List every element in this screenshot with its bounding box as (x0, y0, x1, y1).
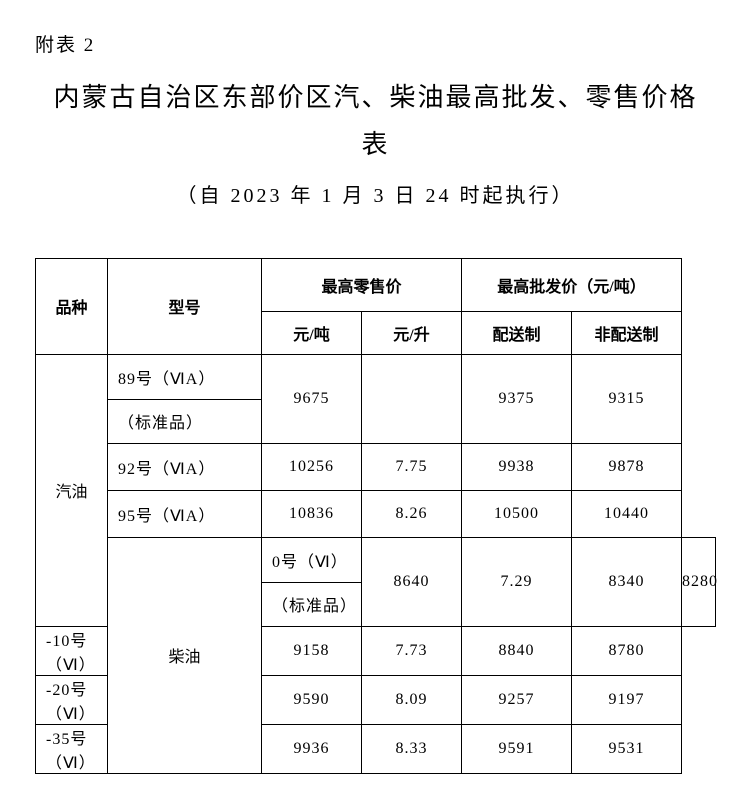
retail-liter: 8.09 (362, 675, 462, 724)
subtitle: （自 2023 年 1 月 3 日 24 时起执行） (35, 179, 716, 208)
retail-ton: 10836 (262, 490, 362, 537)
retail-liter: 8.33 (362, 724, 462, 773)
table-row: 汽油 89号（ⅥA） （标准品） 9675 9375 9315 (36, 354, 716, 443)
title-line-1: 内蒙古自治区东部价区汽、柴油最高批发、零售价格 (53, 83, 697, 112)
model-label: 95号（ⅥA） (108, 490, 262, 537)
retail-ton: 9936 (262, 724, 362, 773)
wholesale-nondelivery: 9531 (572, 724, 682, 773)
wholesale-delivery: 9257 (462, 675, 572, 724)
retail-liter: 7.73 (362, 626, 462, 675)
header-retail: 最高零售价 (262, 258, 462, 311)
wholesale-delivery: 10500 (462, 490, 572, 537)
retail-ton: 9675 (262, 354, 362, 443)
model-label: -35号（Ⅵ） (36, 724, 108, 773)
retail-ton: 8640 (362, 537, 462, 626)
retail-liter: 7.75 (362, 443, 462, 490)
wholesale-delivery: 9591 (462, 724, 572, 773)
header-wholesale-delivery: 配送制 (462, 311, 572, 354)
model-label: 89号（ⅥA） (108, 355, 261, 400)
title-line-2: 表 (361, 130, 389, 159)
retail-liter: 8.26 (362, 490, 462, 537)
wholesale-nondelivery: 8780 (572, 626, 682, 675)
header-wholesale-nondelivery: 非配送制 (572, 311, 682, 354)
wholesale-nondelivery: 8280 (682, 537, 716, 626)
header-model: 型号 (108, 258, 262, 354)
retail-ton: 9590 (262, 675, 362, 724)
model-sub-label: （标准品） (108, 400, 261, 443)
retail-ton: 10256 (262, 443, 362, 490)
wholesale-delivery: 9375 (462, 354, 572, 443)
wholesale-nondelivery: 9315 (572, 354, 682, 443)
header-category: 品种 (36, 258, 108, 354)
category-diesel: 柴油 (108, 537, 262, 773)
price-table: 品种 型号 最高零售价 最高批发价（元/吨） 元/吨 元/升 配送制 非配送制 … (35, 258, 716, 774)
model-sub-label: （标准品） (262, 583, 361, 626)
model-label: 0号（Ⅵ） (262, 538, 361, 583)
appendix-label: 附表 2 (35, 30, 716, 57)
page-title: 内蒙古自治区东部价区汽、柴油最高批发、零售价格 表 (35, 75, 716, 169)
header-wholesale: 最高批发价（元/吨） (462, 258, 682, 311)
model-label: -20号（Ⅵ） (36, 675, 108, 724)
retail-liter (362, 354, 462, 443)
wholesale-delivery: 9938 (462, 443, 572, 490)
retail-liter: 7.29 (462, 537, 572, 626)
wholesale-nondelivery: 9197 (572, 675, 682, 724)
header-retail-liter: 元/升 (362, 311, 462, 354)
wholesale-nondelivery: 10440 (572, 490, 682, 537)
table-header-row: 品种 型号 最高零售价 最高批发价（元/吨） (36, 258, 716, 311)
table-row: 柴油 0号（Ⅵ） （标准品） 8640 7.29 8340 8280 (36, 537, 716, 626)
category-gasoline: 汽油 (36, 354, 108, 626)
wholesale-delivery: 8340 (572, 537, 682, 626)
header-retail-ton: 元/吨 (262, 311, 362, 354)
table-row: 95号（ⅥA） 10836 8.26 10500 10440 (36, 490, 716, 537)
model-label: -10号（Ⅵ） (36, 626, 108, 675)
table-row: 92号（ⅥA） 10256 7.75 9938 9878 (36, 443, 716, 490)
wholesale-nondelivery: 9878 (572, 443, 682, 490)
wholesale-delivery: 8840 (462, 626, 572, 675)
retail-ton: 9158 (262, 626, 362, 675)
model-label: 92号（ⅥA） (108, 443, 262, 490)
